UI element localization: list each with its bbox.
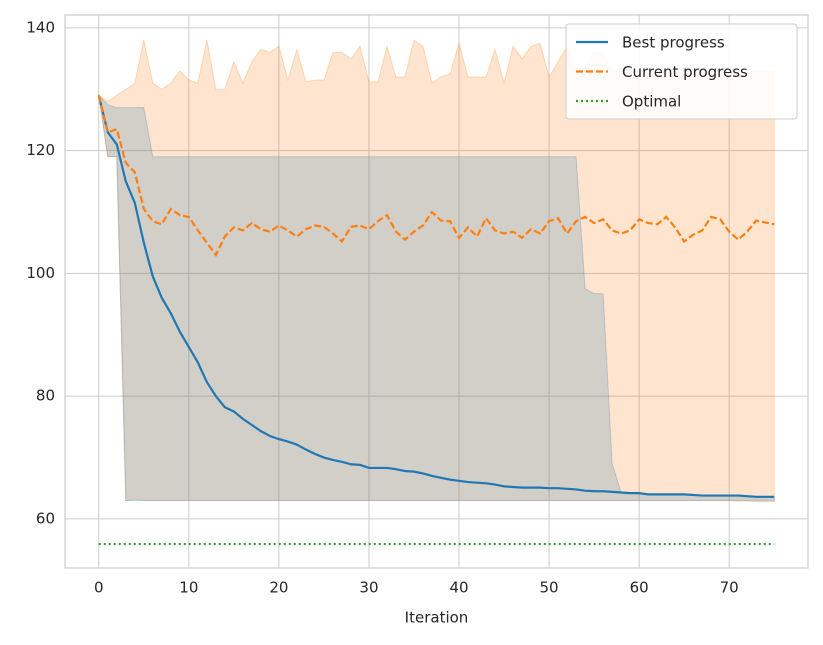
confidence-band: [98, 93, 775, 501]
x-tick-label: 50: [540, 579, 559, 597]
x-axis-label: Iteration: [405, 609, 469, 627]
x-tick-label: 40: [449, 579, 468, 597]
y-tick-label: 80: [36, 387, 55, 405]
x-tick-label: 60: [630, 579, 649, 597]
plot-frame: [64, 14, 809, 569]
y-tick-label: 120: [26, 141, 55, 159]
y-tick-label: 140: [26, 18, 55, 36]
x-tick-label: 10: [179, 579, 198, 597]
y-tick-label: 100: [26, 264, 55, 282]
y-tick-label: 60: [36, 509, 55, 527]
legend-label: Best progress: [622, 34, 725, 52]
x-tick-label: 70: [720, 579, 739, 597]
confidence-band: [98, 39, 775, 503]
legend-label: Optimal: [622, 93, 681, 111]
x-tick-label: 30: [359, 579, 378, 597]
x-tick-label: 0: [94, 579, 104, 597]
legend-box: [565, 23, 798, 120]
series-line: [97, 95, 775, 258]
legend: Best progress Current progress Optimal: [565, 23, 798, 120]
x-tick-label: 20: [269, 579, 288, 597]
legend-label: Current progress: [622, 63, 748, 81]
series-line: [97, 95, 775, 498]
